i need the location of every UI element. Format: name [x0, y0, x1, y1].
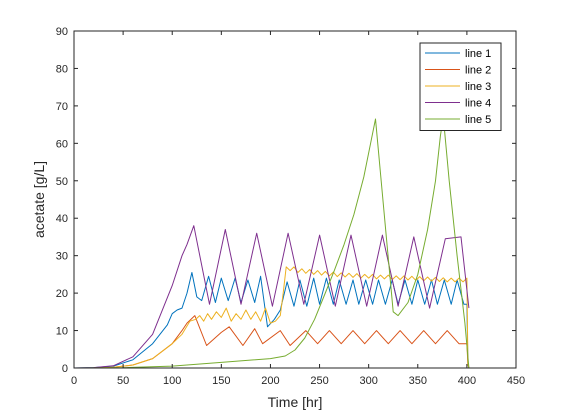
series-line-4	[73, 225, 470, 369]
y-tick-label: 30	[56, 251, 68, 263]
legend-label: line 5	[465, 114, 491, 126]
x-tick-label: 400	[458, 375, 476, 387]
x-tick-label: 350	[409, 375, 427, 387]
x-tick-label: 200	[261, 375, 279, 387]
y-tick-label: 50	[56, 176, 68, 188]
series-line-3	[74, 266, 470, 369]
y-tick-label: 20	[56, 288, 68, 300]
y-tick-label: 10	[56, 326, 68, 338]
axes-box	[73, 30, 517, 369]
y-axis-title: acetate [g/L]	[31, 161, 47, 238]
y-tick-label: 0	[62, 363, 68, 375]
y-tick-label: 40	[56, 213, 68, 225]
series-line-1	[73, 272, 470, 369]
axes: 0 50 100 150 200 250 300 350 400 450 0 10 20 30 40 50 6…	[56, 26, 525, 387]
x-axis-title: Time [hr]	[268, 394, 323, 410]
x-tick-label: 50	[117, 375, 129, 387]
legend-label: line 1	[465, 48, 491, 60]
y-tick-label: 70	[56, 101, 68, 113]
y-tick-label: 90	[56, 26, 68, 38]
legend-box	[419, 42, 502, 131]
y-tick-label: 60	[56, 138, 68, 150]
legend-label: line 3	[465, 81, 491, 93]
y-tick-label: 80	[56, 63, 68, 75]
y-axis-ticks: 0 10 20 30 40 50 60 70 80 90	[56, 26, 516, 375]
legend: line 1 line 2 line 3 line 4 line 5	[419, 42, 502, 131]
x-tick-label: 450	[507, 375, 525, 387]
x-tick-label: 300	[359, 375, 377, 387]
series-line-2	[74, 315, 470, 369]
legend-label: line 4	[465, 98, 491, 110]
x-axis-ticks: 0 50 100 150 200 250 300 350 400 450	[71, 31, 525, 387]
x-tick-label: 250	[310, 375, 328, 387]
x-tick-label: 150	[212, 375, 230, 387]
x-tick-label: 100	[163, 375, 181, 387]
legend-label: line 2	[465, 65, 491, 77]
x-tick-label: 0	[71, 375, 77, 387]
